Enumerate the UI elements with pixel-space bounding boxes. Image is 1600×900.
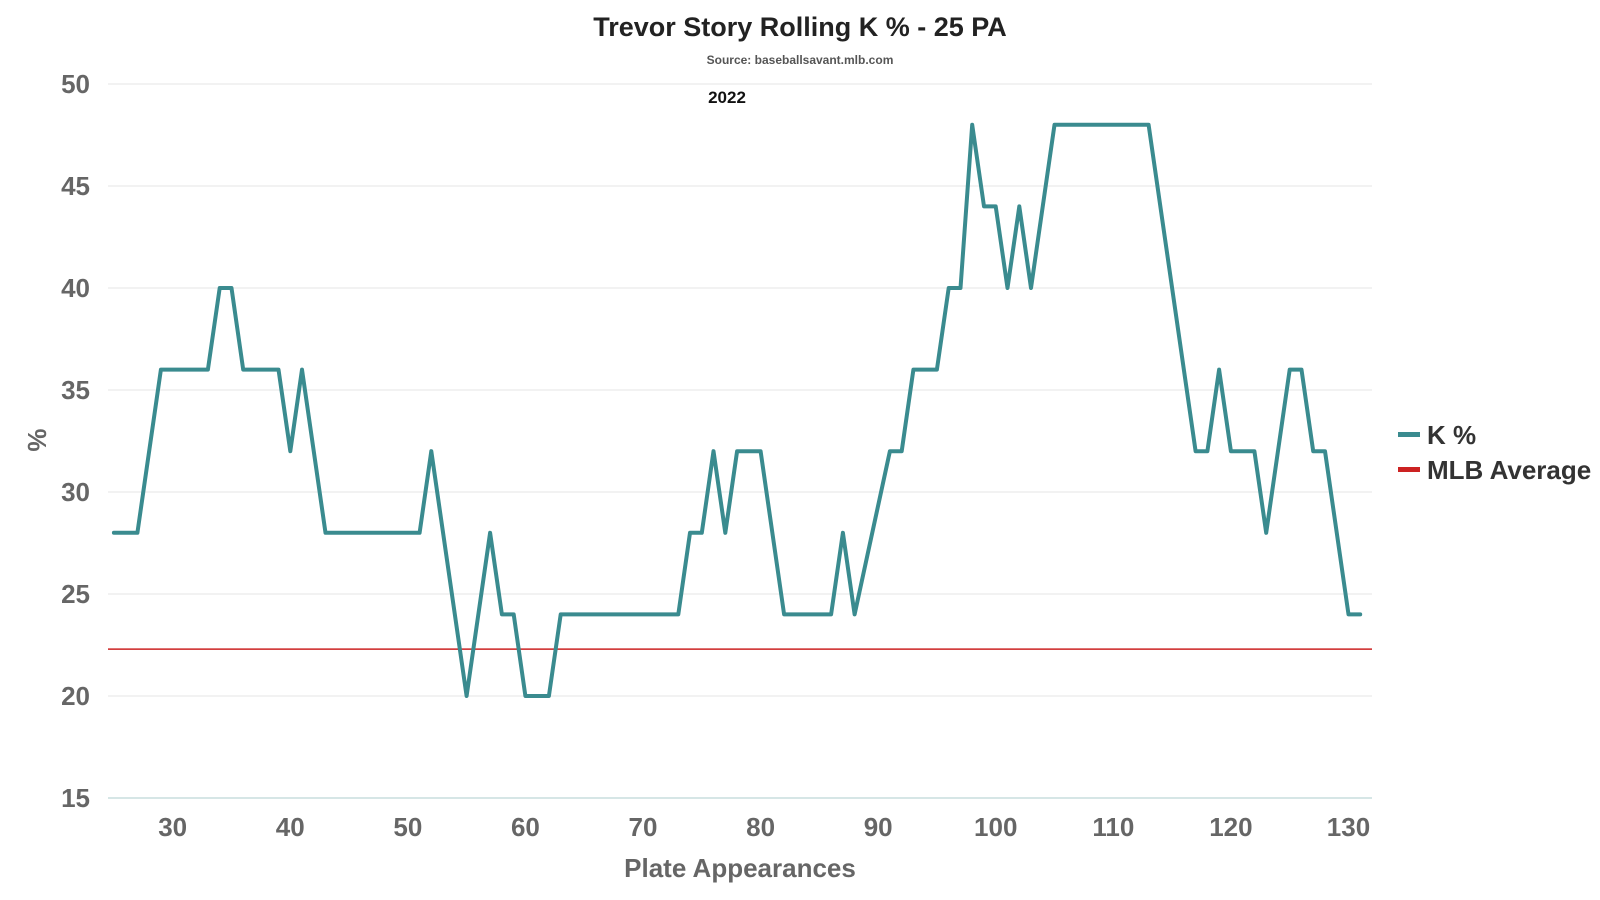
- x-tick-label: 60: [511, 812, 540, 842]
- chart-subtitle: Source: baseballsavant.mlb.com: [707, 53, 894, 67]
- x-tick-label: 80: [746, 812, 775, 842]
- y-tick-label: 30: [61, 477, 90, 507]
- legend-label-k-pct: K %: [1427, 420, 1476, 450]
- x-tick-label: 50: [393, 812, 422, 842]
- y-tick-label: 45: [61, 171, 90, 201]
- grid-layer: [108, 84, 1372, 798]
- x-tick-label: 90: [864, 812, 893, 842]
- y-tick-label: 50: [61, 69, 90, 99]
- y-tick-label: 35: [61, 375, 90, 405]
- chart: 15 20 25 30 35 40 45 50 30 40 50 60 70 80 90 100 110 120 1…: [0, 0, 1600, 900]
- year-annotation: 2022: [708, 88, 746, 107]
- series-layer: [114, 125, 1360, 696]
- y-axis-label: %: [22, 428, 52, 451]
- legend-label-mlb-average: MLB Average: [1427, 455, 1591, 485]
- legend: K % MLB Average: [1398, 420, 1591, 485]
- x-tick-label: 130: [1327, 812, 1370, 842]
- legend-swatch-k-pct: [1398, 432, 1420, 437]
- y-tick-label: 40: [61, 273, 90, 303]
- x-tick-label: 110: [1092, 812, 1134, 842]
- chart-title: Trevor Story Rolling K % - 25 PA: [593, 12, 1007, 42]
- x-tick-label: 100: [974, 812, 1017, 842]
- x-axis-label: Plate Appearances: [624, 853, 856, 883]
- x-tick-label: 40: [276, 812, 305, 842]
- y-tick-label: 25: [61, 579, 90, 609]
- y-tick-label: 20: [61, 681, 90, 711]
- y-tick-label: 15: [61, 783, 90, 813]
- x-tick-label: 30: [158, 812, 187, 842]
- x-tick-label: 70: [629, 812, 658, 842]
- legend-swatch-mlb-average: [1398, 467, 1420, 472]
- k-pct-line: [114, 125, 1360, 696]
- x-tick-label: 120: [1209, 812, 1252, 842]
